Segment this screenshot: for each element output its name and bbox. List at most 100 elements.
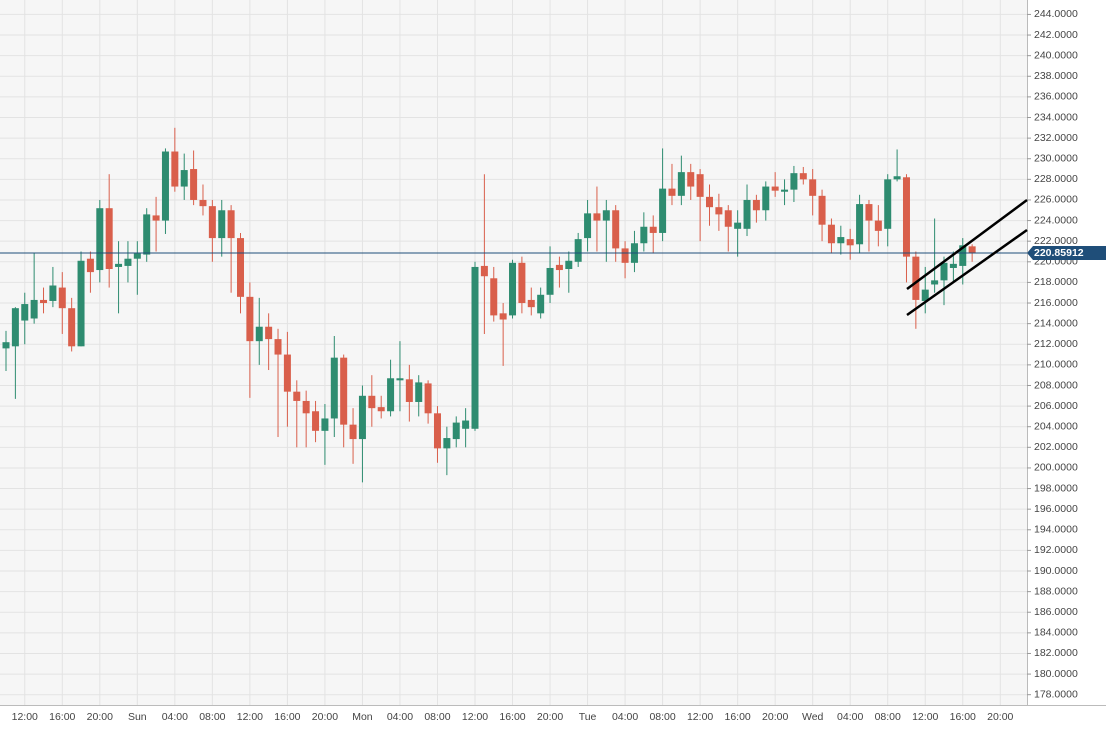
candle-body <box>208 206 216 239</box>
y-tick-label: 206.0000 <box>1034 400 1078 412</box>
candle-body <box>293 391 301 401</box>
y-tick-label: 228.0000 <box>1034 173 1078 185</box>
candle-body <box>781 189 789 192</box>
candle-body <box>818 195 826 225</box>
candle-body <box>68 308 76 347</box>
channel-upper-line <box>906 198 1028 291</box>
y-tick-label: 210.0000 <box>1034 359 1078 371</box>
x-tick-label: 12:00 <box>462 711 488 723</box>
candle-body <box>762 186 770 211</box>
candle-body <box>724 210 732 227</box>
x-tick-label: Wed <box>802 711 824 723</box>
candle-body <box>687 172 695 187</box>
candle-body <box>405 379 413 402</box>
candle-body <box>124 258 132 266</box>
y-tick-label: 230.0000 <box>1034 153 1078 165</box>
candle-body <box>40 299 48 304</box>
candle-body <box>2 342 10 349</box>
x-tick-label: 20:00 <box>762 711 788 723</box>
y-tick-label: 180.0000 <box>1034 668 1078 680</box>
candle-body <box>387 378 395 412</box>
y-tick-label: 208.0000 <box>1034 379 1078 391</box>
candle-body <box>21 304 29 321</box>
candle-body <box>602 210 610 221</box>
candle-body <box>30 299 38 319</box>
candle-body <box>527 299 535 308</box>
candle-body <box>865 204 873 221</box>
x-tick-label: 20:00 <box>537 711 563 723</box>
y-tick-label: 190.0000 <box>1034 565 1078 577</box>
y-tick-label: 214.0000 <box>1034 317 1078 329</box>
candle-body <box>218 210 226 239</box>
grid <box>0 0 1027 705</box>
x-tick-label: 16:00 <box>499 711 525 723</box>
candle-body <box>11 308 19 347</box>
candle-body <box>799 173 807 180</box>
x-tick-label: Mon <box>352 711 373 723</box>
y-tick-label: 240.0000 <box>1034 49 1078 61</box>
candle-body <box>968 246 976 253</box>
x-tick-label: 04:00 <box>837 711 863 723</box>
candle-body <box>152 215 160 221</box>
candle-body <box>368 395 376 409</box>
candle-body <box>677 172 685 196</box>
candle-body <box>462 420 470 429</box>
channel-lower-line <box>906 228 1028 317</box>
x-tick-label: 20:00 <box>312 711 338 723</box>
y-tick-label: 212.0000 <box>1034 338 1078 350</box>
axes: 178.0000 180.0000 182.0000 184.0000 186.0000… <box>12 8 1106 723</box>
y-tick-label: 202.0000 <box>1034 441 1078 453</box>
y-tick-label: 244.0000 <box>1034 8 1078 20</box>
candle-body <box>715 207 723 215</box>
y-tick-label: 200.0000 <box>1034 462 1078 474</box>
candle-body <box>283 354 291 392</box>
last-price-tag <box>1027 245 1106 260</box>
candle-body <box>546 267 554 295</box>
candle-body <box>837 237 845 244</box>
y-tick-label: 198.0000 <box>1034 482 1078 494</box>
candle-body <box>912 256 920 300</box>
x-tick-label: 12:00 <box>912 711 938 723</box>
candle-body <box>874 220 882 231</box>
y-tick-label: 186.0000 <box>1034 606 1078 618</box>
x-tick-label: 12:00 <box>12 711 38 723</box>
x-tick-label: 08:00 <box>649 711 675 723</box>
candle-body <box>490 278 498 316</box>
candle-body <box>649 226 657 233</box>
y-tick-label: 238.0000 <box>1034 70 1078 82</box>
y-tick-label: 232.0000 <box>1034 132 1078 144</box>
candle-body <box>621 248 629 263</box>
y-tick-label: 242.0000 <box>1034 29 1078 41</box>
y-tick-label: 224.0000 <box>1034 214 1078 226</box>
candle-body <box>246 296 254 342</box>
candle-body <box>612 210 620 249</box>
candle-body <box>49 285 57 301</box>
candle-body <box>190 169 198 200</box>
candle-body <box>827 224 835 244</box>
candle-body <box>443 438 451 449</box>
y-tick-label: 236.0000 <box>1034 91 1078 103</box>
candle-body <box>743 199 751 229</box>
x-tick-label: 20:00 <box>87 711 113 723</box>
x-tick-label: 16:00 <box>274 711 300 723</box>
x-tick-label: Tue <box>579 711 597 723</box>
candle-body <box>940 262 948 281</box>
y-tick-label: 178.0000 <box>1034 688 1078 700</box>
candle-body <box>921 289 929 301</box>
y-tick-label: 194.0000 <box>1034 524 1078 536</box>
y-tick-label: 182.0000 <box>1034 647 1078 659</box>
candle-body <box>696 174 704 197</box>
candle-body <box>96 208 104 271</box>
candle-body <box>846 239 854 246</box>
x-tick-label: 04:00 <box>612 711 638 723</box>
y-tick-label: 222.0000 <box>1034 235 1078 247</box>
candle-body <box>180 170 188 187</box>
candle-body <box>377 407 385 412</box>
candle-body <box>302 400 310 414</box>
candle-body <box>480 265 488 277</box>
candle-body <box>790 173 798 190</box>
candle-body <box>433 413 441 449</box>
candle-body <box>593 213 601 221</box>
candle-body <box>415 382 423 402</box>
